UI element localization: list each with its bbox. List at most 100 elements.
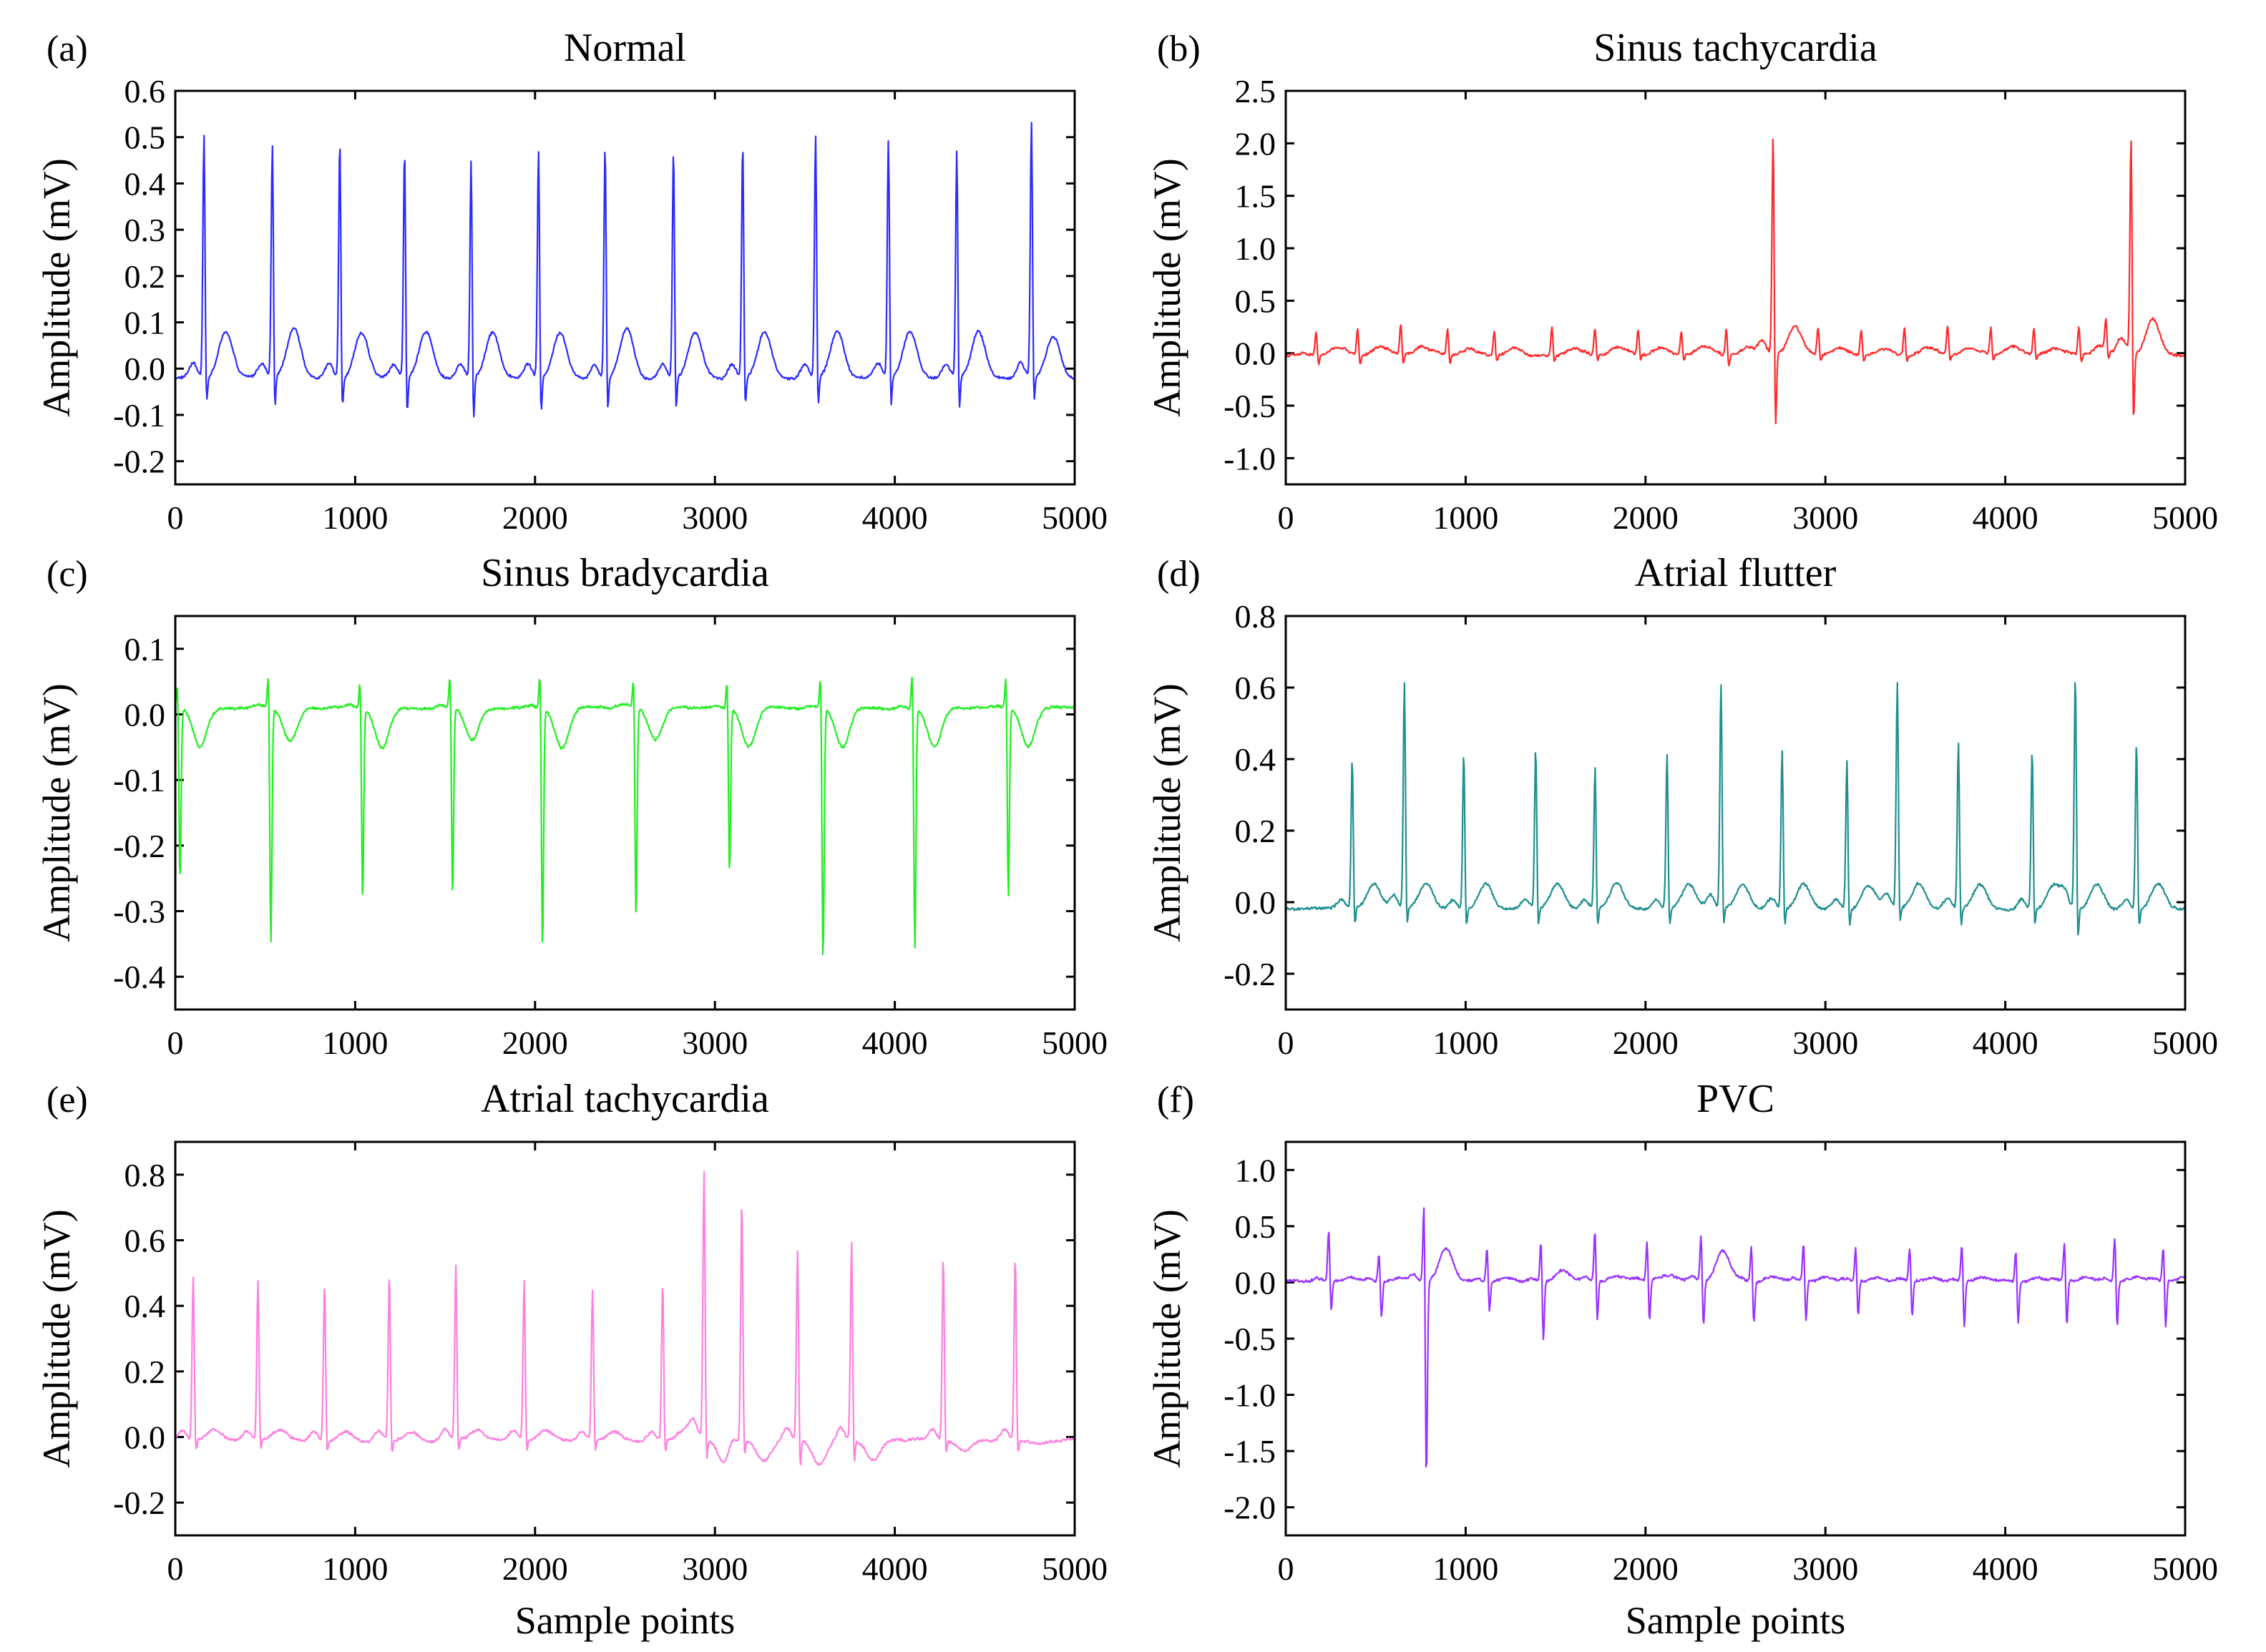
- panel-b-ytick-label: -0.5: [1224, 388, 1276, 424]
- panel-e-xtick-label: 2000: [502, 1550, 568, 1587]
- panel-f-xtick-label: 0: [1278, 1550, 1294, 1587]
- panel-a-title: Normal: [564, 26, 686, 70]
- panel-e-trace: [175, 1170, 1075, 1466]
- panel-e-title: Atrial tachycardia: [481, 1077, 769, 1121]
- panel-f-label: (f): [1157, 1080, 1194, 1120]
- panel-a-ytick-label: 0.5: [124, 119, 166, 156]
- panel-b-xtick-label: 2000: [1613, 499, 1679, 536]
- panel-d-xtick-label: 2000: [1613, 1025, 1679, 1061]
- panel-d-xtick-label: 4000: [1973, 1025, 2038, 1061]
- panel-c-ytick-label: -0.1: [113, 762, 165, 798]
- panel-f-xtick-label: 3000: [1792, 1550, 1858, 1587]
- panel-f-xtick-label: 4000: [1973, 1550, 2038, 1587]
- panel-b-ytick-label: 2.0: [1235, 125, 1276, 162]
- panel-d-ytick-label: 0.0: [1235, 884, 1276, 921]
- panel-b-label: (b): [1157, 29, 1201, 69]
- panel-e-xtick-label: 3000: [682, 1550, 748, 1587]
- panel-d-xtick-label: 3000: [1792, 1025, 1858, 1061]
- panel-c-plot-area: [174, 615, 1076, 1011]
- panel-b-xtick-label: 0: [1278, 499, 1294, 536]
- panel-b-plot-area: [1284, 89, 2187, 486]
- panel-d-title: Atrial flutter: [1635, 551, 1837, 595]
- panel-f-ytick-label: -2.0: [1224, 1490, 1276, 1526]
- panel-e-xtick-label: 4000: [862, 1550, 928, 1587]
- panel-b-xtick-label: 4000: [1973, 499, 2038, 536]
- panel-a-trace: [175, 122, 1075, 418]
- panel-e: (e) Atrial tachycardia Amplitude (mV) Sampl…: [35, 1077, 1108, 1642]
- panel-e-ytick-label: 0.0: [124, 1419, 166, 1456]
- panel-c-ytick-label: -0.2: [113, 828, 165, 864]
- panel-a-xtick-label: 5000: [1042, 499, 1108, 536]
- panel-d-plot-area: [1284, 615, 2187, 1011]
- panel-a-ytick-label: 0.3: [124, 212, 166, 248]
- panel-a-ytick-label: 0.0: [124, 351, 166, 387]
- panel-c-ylabel: Amplitude (mV): [35, 683, 78, 942]
- panel-f-xtick-label: 5000: [2152, 1550, 2218, 1587]
- panel-d-trace: [1285, 682, 2186, 936]
- panel-b-ytick-label: 0.0: [1235, 336, 1276, 372]
- panel-b-title: Sinus tachycardia: [1593, 26, 1877, 70]
- panel-c-xtick-label: 3000: [682, 1025, 748, 1061]
- panel-c-xtick-label: 4000: [862, 1025, 928, 1061]
- panel-a-ytick-label: 0.6: [124, 73, 166, 109]
- panel-e-ytick-label: 0.2: [124, 1354, 166, 1390]
- panel-f-xlabel: Sample points: [1626, 1599, 1846, 1642]
- panel-b-xtick-label: 3000: [1792, 499, 1858, 536]
- panel-a-ytick-label: 0.2: [124, 258, 166, 295]
- panel-d-ytick-label: 0.6: [1235, 670, 1276, 706]
- panel-a: (a) Normal Amplitude (mV) 0 1000 2000 3000 4000…: [35, 26, 1108, 536]
- panel-e-xtick-label: 1000: [322, 1550, 388, 1587]
- panel-c-xtick-label: 2000: [502, 1025, 568, 1061]
- panel-c-ytick-label: 0.0: [124, 697, 166, 733]
- panel-a-plot-area: [174, 89, 1076, 486]
- panel-c-label: (c): [47, 554, 88, 595]
- panel-b-ytick-label: 0.5: [1235, 283, 1276, 319]
- panel-b-ytick-label: -1.0: [1224, 440, 1276, 476]
- panel-c-ytick-label: 0.1: [124, 631, 166, 668]
- panel-f-ytick-label: -1.0: [1224, 1377, 1276, 1414]
- panel-b-trace: [1284, 138, 2186, 425]
- panel-c-ytick-label: -0.3: [113, 894, 165, 930]
- panel-b-ylabel: Amplitude (mV): [1146, 158, 1188, 416]
- panel-a-label: (a): [47, 29, 88, 69]
- panel-f-ytick-label: 0.5: [1235, 1208, 1276, 1245]
- panel-d-ytick-label: -0.2: [1224, 956, 1276, 992]
- panel-f-ytick-label: -0.5: [1224, 1321, 1276, 1357]
- panel-a-xtick-label: 4000: [862, 499, 928, 536]
- panel-e-ytick-label: -0.2: [113, 1485, 165, 1521]
- panel-a-ytick-label: 0.4: [124, 165, 166, 202]
- panel-f-plot-area: [1284, 1140, 2187, 1537]
- panel-e-ytick-label: 0.4: [124, 1288, 166, 1324]
- panel-e-xtick-label: 0: [167, 1550, 184, 1587]
- panel-d-ytick-label: 0.4: [1235, 741, 1276, 778]
- panel-e-xtick-label: 5000: [1042, 1550, 1108, 1587]
- panel-d-xtick-label: 1000: [1432, 1025, 1498, 1061]
- panel-b-ytick-label: 1.0: [1235, 230, 1276, 267]
- panel-b-xtick-label: 5000: [2152, 499, 2218, 536]
- panel-c-xtick-label: 0: [167, 1025, 184, 1061]
- panel-a-xtick-label: 1000: [322, 499, 388, 536]
- panel-f-ytick-label: 1.0: [1235, 1152, 1276, 1188]
- panel-f-xtick-label: 1000: [1432, 1550, 1498, 1587]
- panel-a-xtick-label: 2000: [502, 499, 568, 536]
- panel-c-xtick-label: 5000: [1042, 1025, 1108, 1061]
- panel-c-title: Sinus bradycardia: [481, 551, 769, 595]
- panel-d-xtick-label: 5000: [2152, 1025, 2218, 1061]
- panel-a-ytick-label: -0.2: [113, 444, 165, 480]
- panel-a-xtick-label: 0: [167, 499, 184, 536]
- panel-f-trace: [1285, 1207, 2186, 1468]
- panel-f-ylabel: Amplitude (mV): [1146, 1209, 1188, 1467]
- panel-a-ytick-label: 0.1: [124, 305, 166, 341]
- panel-f-xtick-label: 2000: [1613, 1550, 1679, 1587]
- panel-c-trace: [174, 676, 1076, 956]
- panel-e-ylabel: Amplitude (mV): [35, 1209, 78, 1467]
- panel-e-plot-area: [174, 1140, 1076, 1537]
- panel-b: (b) Sinus tachycardia Amplitude (mV) 0 1000 2…: [1146, 26, 2218, 536]
- panel-c-xtick-label: 1000: [322, 1025, 388, 1061]
- panel-e-label: (e): [47, 1080, 88, 1120]
- panel-f-ytick-label: -1.5: [1224, 1433, 1276, 1470]
- panel-e-ytick-label: 0.6: [124, 1223, 166, 1259]
- panel-d-ylabel: Amplitude (mV): [1146, 683, 1188, 942]
- panel-f: (f) PVC Amplitude (mV) Sample points 0 1000 20…: [1146, 1077, 2218, 1642]
